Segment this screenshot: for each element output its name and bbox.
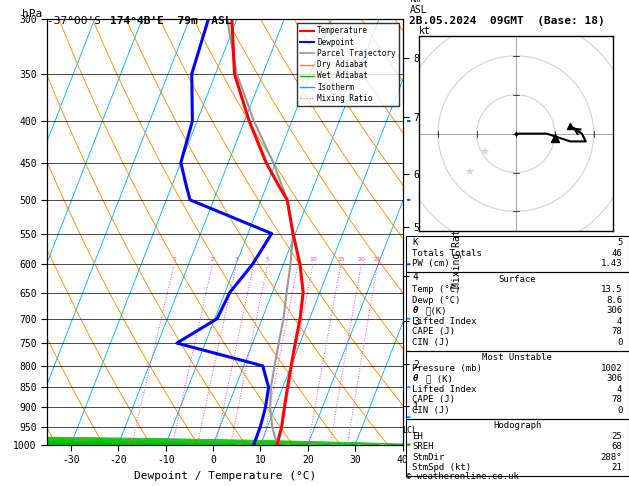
Text: hPa: hPa — [22, 9, 43, 19]
Text: 5: 5 — [265, 257, 270, 262]
Text: 1: 1 — [172, 257, 176, 262]
Text: 20: 20 — [357, 257, 365, 262]
Text: Dewp (°C): Dewp (°C) — [413, 296, 461, 305]
X-axis label: Dewpoint / Temperature (°C): Dewpoint / Temperature (°C) — [134, 470, 316, 481]
Text: 2: 2 — [211, 257, 214, 262]
Text: CAPE (J): CAPE (J) — [413, 396, 455, 404]
Text: StmDir: StmDir — [413, 453, 445, 462]
Bar — [406, 272, 629, 351]
Text: Surface: Surface — [499, 275, 536, 284]
Text: Most Unstable: Most Unstable — [482, 353, 552, 363]
Text: Pressure (mb): Pressure (mb) — [413, 364, 482, 373]
Text: -37°00'S: -37°00'S — [47, 16, 114, 26]
Text: SREH: SREH — [413, 442, 434, 451]
Text: Temp (°C): Temp (°C) — [413, 285, 461, 294]
Bar — [406, 236, 629, 272]
Text: 288°: 288° — [601, 453, 622, 462]
Text: 21: 21 — [611, 464, 622, 472]
Text: kt: kt — [418, 26, 430, 35]
Text: 8: 8 — [296, 257, 300, 262]
Text: 78: 78 — [611, 327, 622, 336]
Text: 174°4B'E  79m  ASL: 174°4B'E 79m ASL — [110, 16, 231, 26]
Text: EH: EH — [413, 432, 423, 441]
Text: 15: 15 — [337, 257, 345, 262]
Text: 8.6: 8.6 — [606, 296, 622, 305]
Bar — [406, 351, 629, 419]
Text: 5: 5 — [617, 238, 622, 247]
Text: ★: ★ — [464, 168, 474, 177]
Text: 1002: 1002 — [601, 364, 622, 373]
Text: ᴇ(K): ᴇ(K) — [426, 306, 447, 315]
Text: CIN (J): CIN (J) — [413, 406, 450, 415]
Text: 4: 4 — [617, 317, 622, 326]
Text: StmSpd (kt): StmSpd (kt) — [413, 464, 472, 472]
Text: 78: 78 — [611, 396, 622, 404]
Text: CIN (J): CIN (J) — [413, 338, 450, 347]
Legend: Temperature, Dewpoint, Parcel Trajectory, Dry Adiabat, Wet Adiabat, Isotherm, Mi: Temperature, Dewpoint, Parcel Trajectory… — [297, 23, 399, 106]
Text: 1.43: 1.43 — [601, 259, 622, 268]
Text: km
ASL: km ASL — [409, 0, 427, 15]
Text: 3: 3 — [234, 257, 238, 262]
Text: 0: 0 — [617, 338, 622, 347]
Text: PW (cm): PW (cm) — [413, 259, 450, 268]
Text: CAPE (J): CAPE (J) — [413, 327, 455, 336]
Text: 25: 25 — [374, 257, 381, 262]
Text: ★: ★ — [480, 148, 489, 158]
Text: 2B.05.2024  09GMT  (Base: 18): 2B.05.2024 09GMT (Base: 18) — [409, 16, 604, 26]
Text: ᴇ (K): ᴇ (K) — [426, 374, 453, 383]
Text: 10: 10 — [309, 257, 317, 262]
Text: 68: 68 — [611, 442, 622, 451]
Text: 25: 25 — [611, 432, 622, 441]
Text: 306: 306 — [606, 374, 622, 383]
Text: Lifted Index: Lifted Index — [413, 317, 477, 326]
Bar — [406, 419, 629, 476]
Text: Lifted Index: Lifted Index — [413, 385, 477, 394]
Text: 4: 4 — [252, 257, 256, 262]
Text: © weatheronline.co.uk: © weatheronline.co.uk — [406, 472, 518, 481]
Text: K: K — [413, 238, 418, 247]
Text: θ: θ — [413, 374, 418, 383]
Text: 46: 46 — [611, 249, 622, 258]
Text: 4: 4 — [617, 385, 622, 394]
Text: Hodograph: Hodograph — [493, 421, 542, 431]
Text: LCL: LCL — [403, 426, 418, 435]
Text: θ: θ — [413, 306, 418, 315]
Text: Totals Totals: Totals Totals — [413, 249, 482, 258]
Text: 306: 306 — [606, 306, 622, 315]
Text: 0: 0 — [617, 406, 622, 415]
Text: 13.5: 13.5 — [601, 285, 622, 294]
Text: Mixing Ratio (g/kg): Mixing Ratio (g/kg) — [452, 176, 462, 288]
